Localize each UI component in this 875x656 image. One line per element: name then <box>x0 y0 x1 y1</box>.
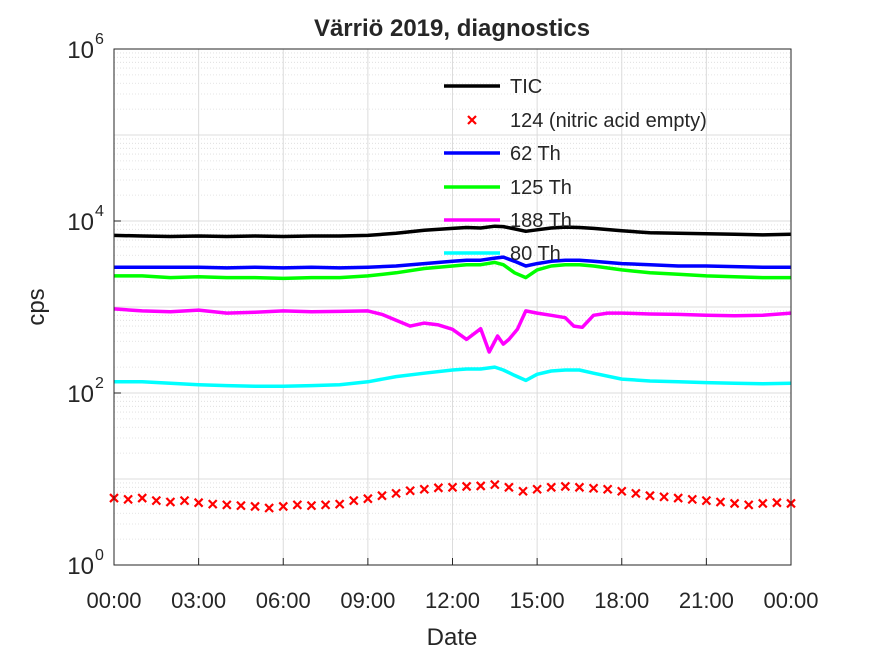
data-point <box>602 484 613 495</box>
data-point <box>743 500 754 510</box>
data-point <box>193 497 204 508</box>
series-line <box>113 307 792 354</box>
chart-title: Värriö 2019, diagnostics <box>314 15 590 42</box>
data-point <box>729 498 740 509</box>
data-point <box>546 482 557 493</box>
series-line <box>114 260 791 281</box>
legend-entry: 125 Th <box>444 177 572 199</box>
data-point <box>447 482 458 493</box>
data-point <box>377 490 387 501</box>
y-tick-exponent: 2 <box>95 375 104 392</box>
data-point <box>659 492 669 502</box>
data-point <box>250 501 260 512</box>
data-point <box>588 483 599 494</box>
y-tick-label: 10 6 <box>67 31 104 64</box>
data-point <box>673 493 683 503</box>
series-124 <box>109 479 796 513</box>
y-axis-label: cps <box>23 288 50 325</box>
data-point <box>616 486 627 497</box>
data-point <box>490 479 500 490</box>
data-point <box>405 485 415 496</box>
data-point <box>560 481 571 492</box>
data-point <box>701 495 712 506</box>
data-point <box>165 497 176 507</box>
y-tick-label: 10 0 <box>67 547 104 580</box>
data-point <box>391 488 401 499</box>
data-point <box>306 500 317 511</box>
y-tick-exponent: 6 <box>95 31 104 48</box>
data-point <box>123 494 133 505</box>
data-point <box>758 498 768 509</box>
y-tick-label: 10 4 <box>67 203 104 236</box>
x-tick-label: 15:00 <box>510 588 565 613</box>
x-tick-label: 12:00 <box>425 588 480 613</box>
x-tick-label: 03:00 <box>171 588 226 613</box>
legend-label: 62 Th <box>510 143 561 165</box>
x-axis-label: Date <box>427 624 478 651</box>
legend-entry: 80 Th <box>444 243 561 265</box>
legend-entry: 124 (nitric acid empty) <box>467 110 707 132</box>
legend-entry: TIC <box>444 76 542 98</box>
x-tick-label: 21:00 <box>679 588 734 613</box>
data-point <box>532 484 542 495</box>
legend-entry: 188 Th <box>444 210 572 232</box>
data-point <box>687 494 698 505</box>
data-point <box>461 481 472 492</box>
x-tick-labels: 00:00 03:00 06:00 09:00 12:00 15:00 18:00 21:00… <box>86 588 818 613</box>
data-point <box>772 497 782 508</box>
data-point <box>518 486 528 497</box>
series-line <box>114 255 791 270</box>
data-point <box>137 493 147 503</box>
y-tick-base: 10 <box>67 553 94 580</box>
data-point <box>363 493 373 504</box>
x-tick-label: 00:00 <box>763 588 818 613</box>
x-tick-label: 06:00 <box>256 588 311 613</box>
y-tick-exponent: 4 <box>95 203 104 220</box>
data-point <box>292 500 303 510</box>
legend-marker <box>467 115 477 125</box>
x-tick-label: 00:00 <box>86 588 141 613</box>
legend-label: 80 Th <box>510 243 561 265</box>
data-point <box>715 497 726 507</box>
data-point <box>179 495 190 506</box>
data-point <box>433 483 444 493</box>
data-point <box>419 484 430 495</box>
data-point <box>574 482 585 493</box>
y-tick-label: 10 2 <box>67 375 104 408</box>
data-point <box>475 481 486 491</box>
series-line <box>113 224 792 239</box>
legend-label: TIC <box>510 76 542 98</box>
data-point <box>348 495 359 506</box>
x-tick-label: 18:00 <box>594 588 649 613</box>
series-layer <box>109 224 796 513</box>
y-tick-base: 10 <box>67 209 94 236</box>
legend: TIC 124 (nitric acid empty) 62 Th 125 Th 188… <box>444 76 707 265</box>
data-point <box>631 488 641 499</box>
y-tick-base: 10 <box>67 381 94 408</box>
axis-ticks <box>113 48 792 566</box>
series-line <box>114 365 792 388</box>
y-tick-exponent: 0 <box>95 547 104 564</box>
legend-label: 124 (nitric acid empty) <box>510 110 707 132</box>
legend-label: 125 Th <box>510 177 572 199</box>
legend-label: 188 Th <box>510 210 572 232</box>
data-point <box>207 499 218 509</box>
data-point <box>264 503 274 513</box>
data-point <box>645 490 655 501</box>
y-tick-base: 10 <box>67 37 94 64</box>
data-point <box>334 499 345 509</box>
data-point <box>278 501 289 512</box>
data-point <box>236 500 246 511</box>
data-point <box>504 482 514 493</box>
data-point <box>320 500 331 510</box>
data-point <box>222 500 232 510</box>
legend-entry: 62 Th <box>444 143 561 165</box>
x-tick-label: 09:00 <box>340 588 395 613</box>
data-point <box>151 495 162 506</box>
